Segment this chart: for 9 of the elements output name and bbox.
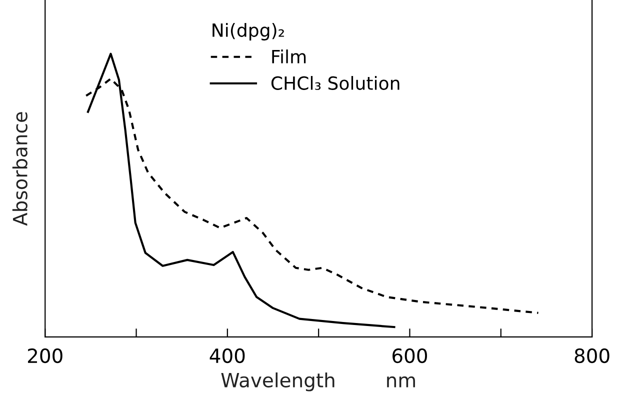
legend-title: Ni(dpg)₂	[212, 22, 284, 40]
legend-label: Film	[272, 49, 306, 64]
y-axis-title: Absorbance	[12, 112, 28, 226]
x-tick-label: 200	[28, 348, 62, 364]
legend-label: CHCl₃ Solution	[271, 76, 400, 90]
x-tick-label: 400	[210, 348, 245, 364]
x-tick-label: 800	[574, 348, 610, 364]
x-tick-label: 600	[392, 348, 427, 364]
x-axis-title: Wavelength nm	[221, 372, 415, 392]
